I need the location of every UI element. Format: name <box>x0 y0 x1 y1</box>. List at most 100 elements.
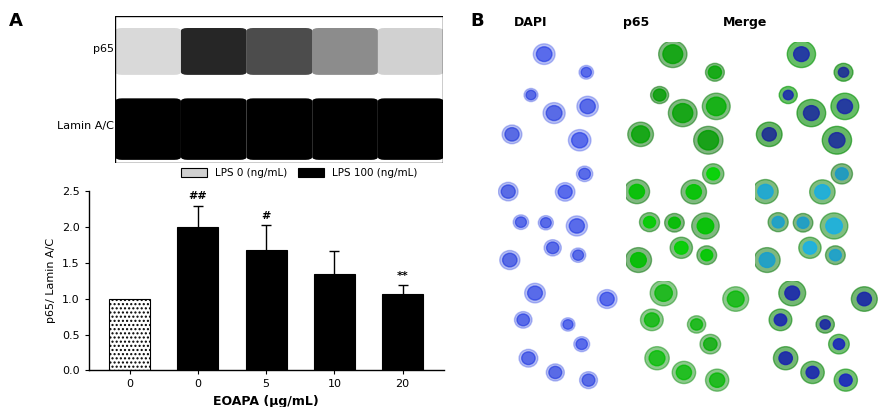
Circle shape <box>639 212 659 232</box>
Circle shape <box>517 314 529 326</box>
Circle shape <box>830 164 851 184</box>
Circle shape <box>704 369 728 391</box>
Circle shape <box>722 287 748 311</box>
Circle shape <box>525 90 535 100</box>
Circle shape <box>767 212 788 232</box>
Circle shape <box>690 319 702 330</box>
Circle shape <box>560 318 574 331</box>
Circle shape <box>631 126 649 143</box>
Circle shape <box>803 241 816 254</box>
Circle shape <box>518 349 537 367</box>
Circle shape <box>568 129 590 151</box>
Circle shape <box>540 218 550 228</box>
FancyBboxPatch shape <box>377 98 443 160</box>
Circle shape <box>687 316 705 333</box>
Circle shape <box>727 291 743 307</box>
Circle shape <box>809 180 835 204</box>
Circle shape <box>674 241 688 254</box>
Circle shape <box>757 184 773 199</box>
Circle shape <box>797 217 808 228</box>
Text: ##: ## <box>189 191 207 201</box>
Circle shape <box>501 125 521 144</box>
Circle shape <box>680 180 706 204</box>
Circle shape <box>800 361 823 383</box>
Circle shape <box>793 47 808 61</box>
Circle shape <box>548 366 561 379</box>
Circle shape <box>700 249 711 261</box>
Circle shape <box>761 128 775 141</box>
Circle shape <box>773 347 797 370</box>
Circle shape <box>538 216 553 230</box>
Circle shape <box>693 126 722 154</box>
Circle shape <box>672 103 692 123</box>
Text: e: e <box>632 167 639 177</box>
Text: c: c <box>760 48 766 58</box>
Circle shape <box>825 246 844 265</box>
Circle shape <box>820 213 847 239</box>
Circle shape <box>691 213 719 239</box>
Circle shape <box>565 216 587 236</box>
Circle shape <box>828 133 844 148</box>
Circle shape <box>572 250 583 260</box>
Circle shape <box>514 312 532 328</box>
Circle shape <box>784 286 798 300</box>
Circle shape <box>536 47 551 61</box>
Circle shape <box>498 182 517 201</box>
Circle shape <box>668 99 696 127</box>
Circle shape <box>644 313 658 327</box>
Circle shape <box>575 339 587 350</box>
Circle shape <box>571 133 587 148</box>
Circle shape <box>833 63 852 81</box>
Circle shape <box>502 253 517 267</box>
FancyBboxPatch shape <box>377 28 443 75</box>
Circle shape <box>704 63 724 81</box>
Circle shape <box>702 93 729 120</box>
Text: **: ** <box>396 271 408 281</box>
Circle shape <box>828 335 848 354</box>
Text: a: a <box>503 48 510 58</box>
Circle shape <box>658 41 686 68</box>
Circle shape <box>557 185 571 199</box>
Circle shape <box>697 131 718 150</box>
Bar <box>382 294 423 370</box>
Circle shape <box>580 68 591 77</box>
Circle shape <box>499 250 519 269</box>
Text: Lamin A/C: Lamin A/C <box>57 121 113 131</box>
Bar <box>109 299 150 370</box>
Circle shape <box>543 240 561 256</box>
Circle shape <box>555 183 574 201</box>
Circle shape <box>814 185 829 199</box>
Circle shape <box>579 66 593 79</box>
Circle shape <box>563 319 572 329</box>
Circle shape <box>581 374 595 386</box>
Circle shape <box>644 347 669 370</box>
Circle shape <box>628 184 644 199</box>
Circle shape <box>524 88 537 102</box>
FancyBboxPatch shape <box>246 28 312 75</box>
Circle shape <box>703 338 716 350</box>
Circle shape <box>815 316 834 333</box>
Circle shape <box>578 168 590 179</box>
Circle shape <box>787 41 814 68</box>
Circle shape <box>705 97 725 116</box>
FancyBboxPatch shape <box>246 98 312 160</box>
Circle shape <box>579 99 595 114</box>
Text: p65: p65 <box>92 44 113 53</box>
Circle shape <box>654 285 672 301</box>
Circle shape <box>668 217 680 228</box>
Circle shape <box>573 337 589 352</box>
Circle shape <box>792 214 812 232</box>
Circle shape <box>672 361 695 383</box>
Circle shape <box>515 217 526 228</box>
Circle shape <box>532 44 555 64</box>
Text: DAPI: DAPI <box>513 16 547 29</box>
Circle shape <box>851 287 876 311</box>
FancyBboxPatch shape <box>181 28 246 75</box>
Circle shape <box>830 93 858 120</box>
Circle shape <box>836 99 851 114</box>
FancyBboxPatch shape <box>115 98 181 160</box>
Circle shape <box>758 253 774 267</box>
Circle shape <box>504 128 518 141</box>
Circle shape <box>803 105 819 120</box>
Text: Merge: Merge <box>722 16 766 29</box>
